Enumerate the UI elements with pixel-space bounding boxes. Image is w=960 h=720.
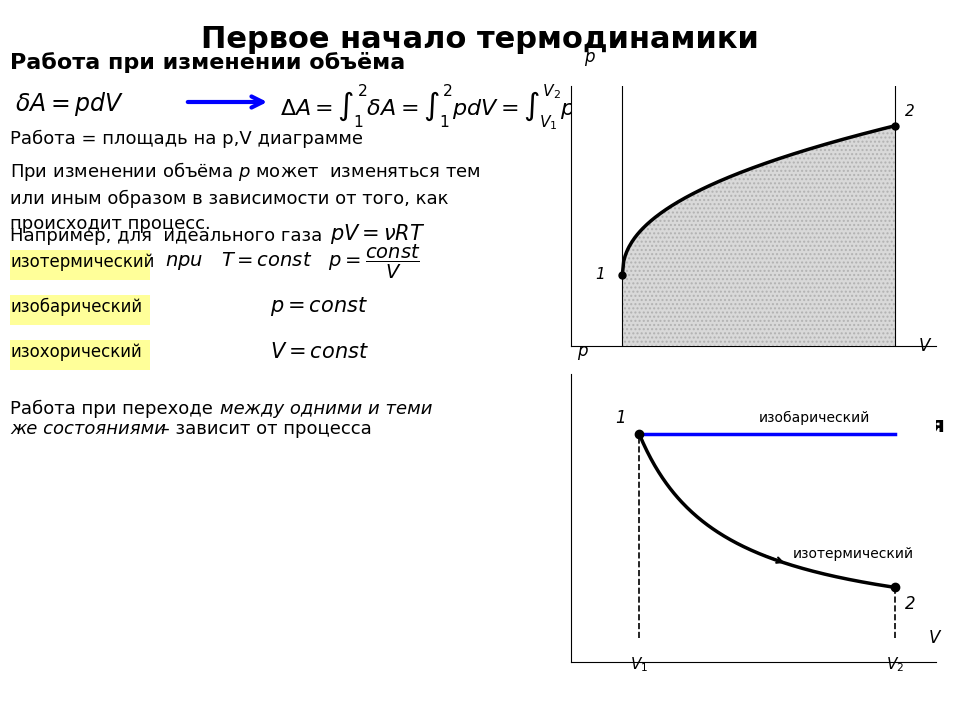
- Text: между одними и теми: между одними и теми: [220, 400, 433, 418]
- Text: p: p: [585, 48, 594, 66]
- Text: V: V: [919, 336, 930, 354]
- Text: $V_2$: $V_2$: [886, 655, 904, 674]
- Bar: [10, 340, 150, 370]
- Text: Работа = площадь на р,V диаграмме: Работа = площадь на р,V диаграмме: [10, 130, 363, 148]
- Text: Первое начало термодинамики: Первое начало термодинамики: [201, 25, 759, 54]
- Text: изотермический: изотермический: [10, 253, 155, 271]
- Text: V: V: [929, 629, 941, 647]
- Text: – зависит от процесса: – зависит от процесса: [155, 420, 372, 438]
- Text: изобарический: изобарический: [10, 298, 142, 316]
- Text: 1: 1: [595, 267, 606, 282]
- Text: 1: 1: [615, 409, 626, 427]
- Text: же состояниями: же состояниями: [10, 420, 166, 438]
- Text: $V_1$: $V_1$: [631, 655, 648, 674]
- Text: $npu \quad T = const \quad p = \dfrac{const}{V}$: $npu \quad T = const \quad p = \dfrac{co…: [165, 243, 420, 281]
- Bar: [10, 295, 150, 325]
- Text: изотермический: изотермический: [793, 547, 914, 561]
- Text: При изменении объёма $p$ может  изменяться тем
или иным образом в зависимости от: При изменении объёма $p$ может изменятьс…: [10, 160, 481, 233]
- Text: Например, для  идеального газа: Например, для идеального газа: [10, 227, 323, 245]
- Text: $pV = \nu RT$: $pV = \nu RT$: [330, 222, 425, 246]
- Text: $\Delta A = \int_{1}^{2} \delta A = \int_{1}^{2} pdV = \int_{V_1}^{V_2} pdV$: $\Delta A = \int_{1}^{2} \delta A = \int…: [280, 83, 608, 133]
- Text: $\delta A = pdV$: $\delta A = pdV$: [15, 90, 124, 118]
- Text: 2: 2: [905, 104, 915, 119]
- Text: 2: 2: [905, 595, 916, 613]
- Text: изобарический: изобарический: [758, 410, 870, 425]
- Text: p: p: [577, 342, 588, 360]
- Text: Работа - не функция
состояния: Работа - не функция состояния: [695, 415, 945, 462]
- Text: $p = const$: $p = const$: [270, 295, 368, 318]
- Text: Работа при переходе: Работа при переходе: [10, 400, 219, 418]
- Text: Работа при изменении объёма: Работа при изменении объёма: [10, 52, 405, 73]
- Text: изохорический: изохорический: [10, 343, 142, 361]
- Bar: [10, 250, 150, 280]
- Text: $V = const$: $V = const$: [270, 342, 369, 362]
